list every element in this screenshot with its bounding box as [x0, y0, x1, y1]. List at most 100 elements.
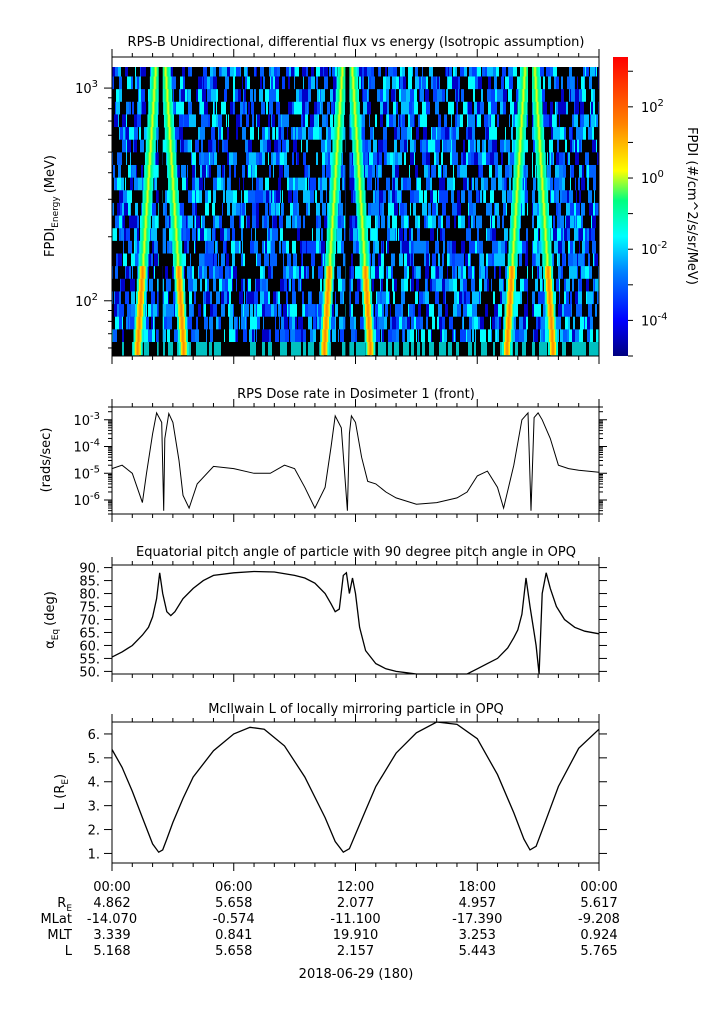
spectrogram-cell — [514, 304, 518, 318]
spectrogram-cell — [385, 304, 388, 318]
spectrogram-cell — [384, 329, 385, 343]
spectrogram-cell — [540, 278, 542, 292]
spectrogram-cell — [501, 266, 502, 280]
spectrogram-cell — [409, 304, 413, 318]
spectrogram-cell — [505, 164, 508, 179]
spectrogram-cell — [201, 304, 202, 318]
spectrogram-cell — [296, 266, 299, 280]
spectrogram-cell — [183, 76, 185, 90]
spectrogram-cell — [253, 342, 256, 356]
spectrogram-cell — [371, 101, 373, 115]
spectrogram-cell — [436, 127, 437, 141]
spectrogram-cell — [271, 329, 273, 343]
spectrogram-cell — [595, 266, 597, 280]
spectrogram-cell — [356, 240, 360, 254]
spectrogram-cell — [244, 63, 247, 77]
spectrogram-cell — [533, 177, 536, 191]
spectrogram-cell — [478, 152, 482, 166]
spectrogram-cell — [227, 101, 230, 115]
spectrogram-cell — [282, 253, 283, 267]
spectrogram-cell — [315, 76, 316, 90]
spectrogram-cell — [204, 240, 205, 254]
spectrogram-cell — [520, 190, 524, 204]
spectrogram-cell — [386, 329, 388, 343]
spectrogram-cell — [252, 329, 254, 343]
spectrogram-cell — [477, 114, 481, 128]
spectrogram-cell — [395, 89, 396, 103]
spectrogram-cell — [518, 342, 522, 356]
spectrogram-cell — [580, 152, 584, 166]
spectrogram-cell — [302, 304, 303, 318]
spectrogram-cell — [183, 190, 185, 204]
spectrogram-cell — [288, 127, 291, 141]
spectrogram-cell — [302, 278, 304, 292]
spectrogram-cell — [287, 152, 288, 166]
spectrogram-cell — [587, 329, 590, 343]
spectrogram-cell — [195, 190, 196, 204]
spectrogram-cell — [465, 202, 468, 217]
spectrogram-cell — [483, 127, 485, 141]
spectrogram-cell — [175, 139, 177, 153]
spectrogram-cell — [251, 101, 253, 115]
spectrogram-cell — [185, 291, 188, 305]
spectrogram-cell — [566, 127, 569, 141]
spectrogram-cell — [289, 228, 290, 242]
spectrogram-cell — [134, 114, 137, 128]
spectrogram-cell — [394, 228, 395, 242]
spectrogram-cell — [486, 152, 490, 166]
spectrogram-cell — [178, 139, 180, 153]
spectrogram-cell — [576, 202, 580, 217]
spectrogram-cell — [561, 228, 563, 242]
spectrogram-cell — [179, 114, 183, 128]
spectrogram-cell — [194, 266, 198, 280]
spectrogram-cell — [292, 190, 293, 204]
spectrogram-cell — [492, 228, 496, 242]
spectrogram-cell — [579, 101, 580, 115]
spectrogram-cells — [112, 57, 599, 356]
spectrogram-cell — [270, 253, 273, 267]
spectrogram-cell — [591, 215, 592, 229]
spectrogram-cell — [397, 215, 401, 229]
spectrogram-cell — [482, 139, 484, 153]
spectrogram-cell — [574, 164, 576, 179]
spectrogram-cell — [402, 101, 406, 115]
spectrogram-cell — [445, 89, 446, 103]
spectrogram-cell — [218, 253, 219, 267]
spectrogram-cell — [533, 152, 534, 166]
spectrogram-cell — [299, 342, 301, 356]
spectrogram-cell — [186, 177, 188, 191]
spectrogram-cell — [174, 304, 175, 318]
spectrogram-cell — [433, 240, 435, 254]
spectrogram-cell — [520, 278, 524, 292]
spectrogram-cell — [267, 304, 271, 318]
spectrogram-cell — [418, 202, 422, 217]
spectrogram-cell — [318, 177, 320, 191]
spectrogram-cell — [321, 127, 322, 141]
spectrogram-cell — [415, 152, 418, 166]
spectrogram-cell — [506, 190, 507, 204]
spectrogram-cell — [316, 228, 320, 242]
spectrogram-cell — [484, 278, 487, 292]
spectrogram-cell — [187, 215, 188, 229]
spectrogram-cell — [400, 266, 404, 280]
spectrogram-cell — [541, 291, 544, 305]
spectrogram-cell — [436, 215, 438, 229]
spectrogram-cell — [432, 342, 434, 356]
spectrogram-ridge — [168, 190, 179, 204]
spectrogram-cell — [242, 202, 243, 217]
spectrogram-cell — [205, 278, 207, 292]
spectrogram-cell — [572, 291, 575, 305]
spectrogram-cell — [225, 76, 229, 90]
spectrogram-cell — [121, 139, 122, 153]
spectrogram-cell — [425, 291, 429, 305]
spectrogram-ridge — [507, 253, 518, 267]
spectrogram-cell — [176, 101, 179, 115]
spectrogram-cell — [180, 139, 181, 153]
spectrogram-cell — [296, 253, 297, 267]
spectrogram-cell — [408, 304, 409, 318]
spectrogram-cell — [262, 215, 264, 229]
spectrogram-cell — [294, 101, 298, 115]
spectrogram-cell — [213, 139, 216, 153]
spectrogram-cell — [330, 152, 331, 166]
spectrogram-cell — [335, 253, 339, 267]
